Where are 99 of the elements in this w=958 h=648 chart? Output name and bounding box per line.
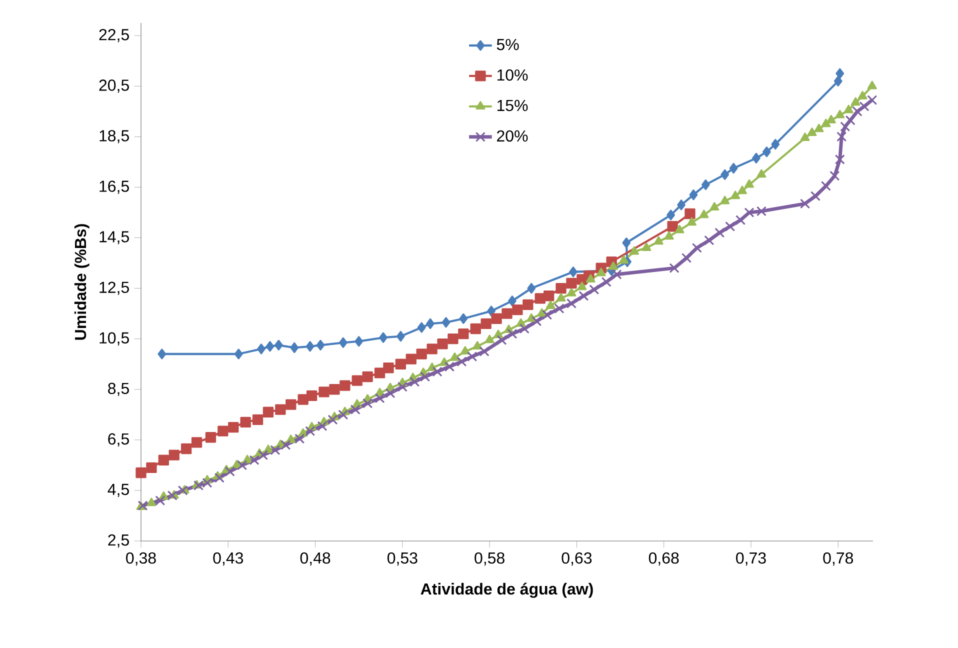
- point: [352, 375, 362, 386]
- point: [395, 358, 406, 370]
- point: [701, 179, 710, 190]
- point: [622, 237, 631, 248]
- x-tick-label: 0,43: [213, 552, 244, 566]
- point: [180, 443, 192, 454]
- point: [158, 454, 169, 466]
- point: [383, 362, 394, 374]
- point: [234, 348, 243, 360]
- point: [298, 394, 308, 405]
- point: [426, 318, 435, 330]
- y-tick-label: 6,5: [108, 433, 129, 447]
- point: [480, 318, 492, 330]
- point: [396, 330, 405, 342]
- point: [566, 278, 577, 289]
- point: [470, 323, 481, 334]
- point: [228, 422, 239, 433]
- point: [338, 337, 348, 348]
- point: [306, 341, 314, 352]
- point: [340, 380, 350, 391]
- point: [168, 450, 180, 460]
- x-tick-label: 0,48: [300, 552, 330, 566]
- y-tick-label: 16,5: [100, 180, 129, 194]
- point: [491, 313, 502, 324]
- point: [677, 200, 686, 210]
- point: [252, 414, 264, 426]
- point: [459, 313, 468, 324]
- point: [158, 348, 166, 360]
- x-tick-label: 0,78: [823, 552, 854, 566]
- point: [752, 152, 760, 164]
- point: [262, 406, 274, 418]
- y-tick-label: 12,5: [100, 282, 129, 295]
- y-tick-label: 20,5: [99, 80, 129, 93]
- point: [329, 384, 340, 395]
- point: [286, 399, 296, 410]
- point: [290, 342, 299, 354]
- y-axis-title: Umidade (%Bs): [74, 224, 90, 340]
- point: [836, 68, 844, 79]
- point: [406, 354, 416, 364]
- point: [136, 467, 146, 478]
- point: [512, 304, 523, 316]
- legend-label: 10%: [497, 69, 528, 81]
- x-tick-label: 0,68: [648, 552, 679, 566]
- point: [720, 169, 730, 180]
- point: [257, 344, 266, 354]
- point: [762, 146, 771, 158]
- x-tick-label: 0,63: [562, 552, 592, 566]
- point: [667, 221, 678, 232]
- y-tick-label: 10,5: [100, 332, 129, 346]
- y-tick-label: 22,5: [99, 29, 129, 42]
- point: [689, 189, 698, 200]
- y-tick-label: 18,5: [100, 130, 129, 144]
- legend-label: 15%: [497, 100, 528, 112]
- x-axis-title: Atividade de água (aw): [420, 582, 593, 598]
- point: [306, 390, 318, 402]
- y-tick-label: 8,5: [108, 382, 129, 396]
- y-tick-label: 2,5: [108, 534, 129, 548]
- x-tick-label: 0,38: [126, 552, 156, 566]
- point: [508, 296, 516, 306]
- point: [487, 306, 496, 316]
- point: [191, 437, 202, 448]
- point: [266, 341, 274, 352]
- point: [146, 462, 157, 474]
- point: [416, 348, 427, 360]
- point: [684, 208, 696, 220]
- point: [834, 76, 842, 86]
- point: [316, 340, 325, 350]
- point: [362, 371, 373, 382]
- y-tick-label: 14,5: [100, 231, 129, 244]
- legend-label: 20%: [497, 130, 528, 142]
- point: [458, 328, 469, 340]
- point: [374, 368, 386, 378]
- point: [543, 290, 554, 302]
- point: [379, 332, 388, 343]
- point: [448, 334, 458, 344]
- point: [205, 432, 216, 443]
- point: [522, 299, 534, 310]
- x-tick-label: 0,53: [387, 552, 418, 566]
- x-tick-label: 0,73: [736, 552, 766, 566]
- point: [426, 344, 438, 354]
- point: [442, 317, 450, 328]
- y-tick-label: 4,5: [108, 484, 129, 497]
- point: [666, 210, 676, 220]
- point: [729, 162, 738, 174]
- point: [275, 404, 286, 415]
- point: [218, 426, 228, 436]
- point: [569, 266, 578, 278]
- point: [437, 338, 448, 350]
- point: [417, 322, 426, 333]
- x-tick-label: 0,58: [474, 552, 504, 566]
- point: [274, 340, 283, 350]
- legend-label: 5%: [496, 38, 519, 50]
- point: [771, 138, 780, 150]
- point: [527, 282, 536, 294]
- point: [318, 386, 330, 398]
- point: [354, 336, 364, 347]
- point: [240, 416, 251, 428]
- point: [502, 308, 512, 319]
- point: [556, 282, 566, 294]
